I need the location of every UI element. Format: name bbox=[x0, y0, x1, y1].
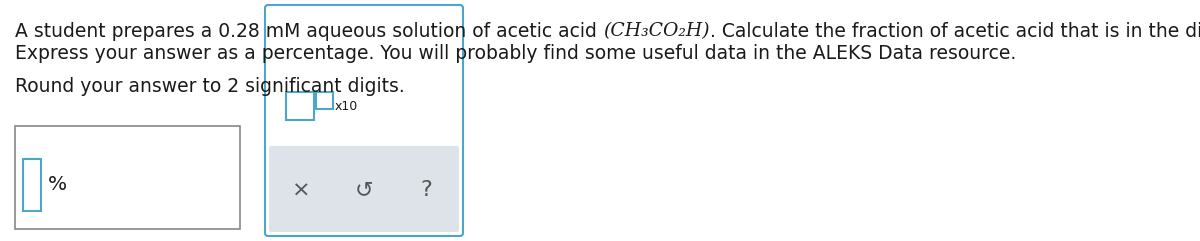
Text: ×: × bbox=[292, 181, 311, 201]
Text: Express your answer as a percentage. You will probably find some useful data in : Express your answer as a percentage. You… bbox=[14, 44, 1016, 63]
Text: ?: ? bbox=[420, 181, 432, 201]
Bar bbox=[316, 92, 334, 109]
Text: ↺: ↺ bbox=[355, 181, 373, 201]
FancyBboxPatch shape bbox=[269, 146, 458, 232]
Text: x10: x10 bbox=[335, 100, 359, 113]
Text: (CH₃CO₂H): (CH₃CO₂H) bbox=[602, 22, 709, 40]
Text: Round your answer to 2 significant digits.: Round your answer to 2 significant digit… bbox=[14, 77, 404, 96]
Text: A student prepares a 0.28 mM aqueous solution of acetic acid: A student prepares a 0.28 mM aqueous sol… bbox=[14, 22, 602, 41]
Bar bbox=[286, 92, 314, 120]
FancyBboxPatch shape bbox=[265, 5, 463, 236]
Text: %: % bbox=[48, 175, 67, 194]
Bar bbox=[23, 159, 41, 211]
Text: . Calculate the fraction of acetic acid that is in the dissociated form in his s: . Calculate the fraction of acetic acid … bbox=[709, 22, 1200, 41]
Bar bbox=[14, 126, 240, 229]
